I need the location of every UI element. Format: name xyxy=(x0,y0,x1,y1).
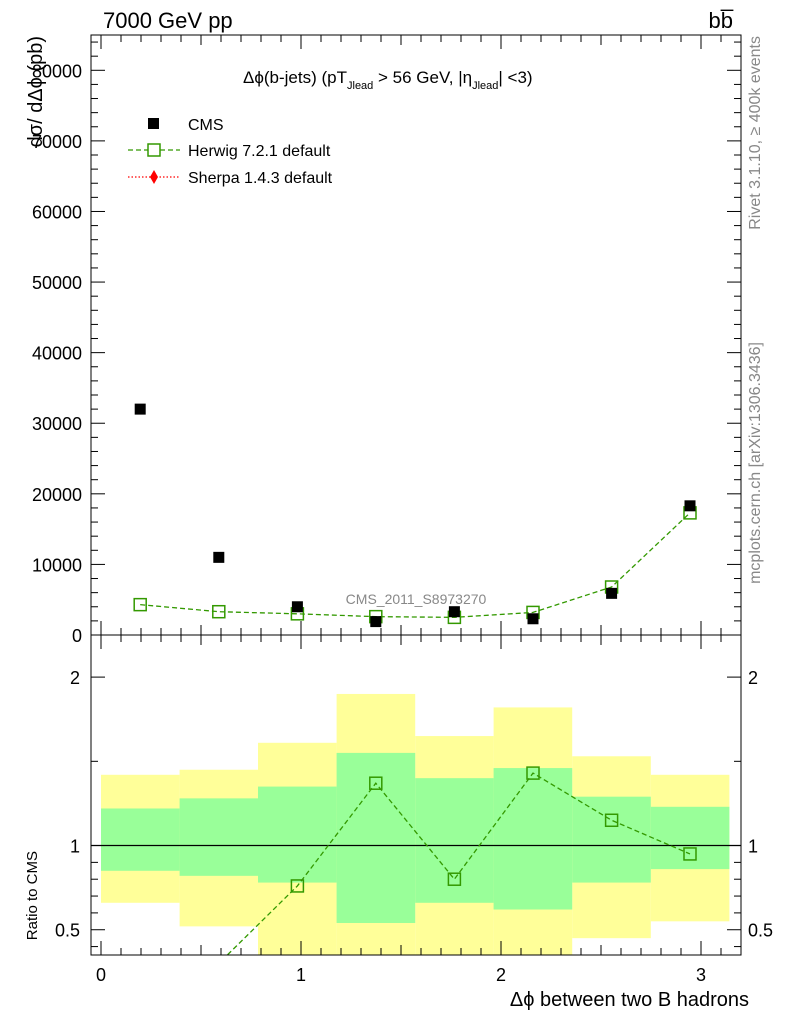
ratio-herwig-point-4 xyxy=(447,872,462,886)
main-y-tick-label-6: 60000 xyxy=(32,202,82,222)
main-y-tick-label-5: 50000 xyxy=(32,273,82,293)
ratio-herwig-point-1 xyxy=(213,957,225,969)
main-herwig-point-0 xyxy=(133,597,147,612)
legend-marker-cms xyxy=(148,118,159,129)
plot-title-main: Δϕ(b-jets) (pT xyxy=(243,68,347,87)
main-y-tick-label-7: 70000 xyxy=(32,132,82,152)
main-y-tick-label-2: 20000 xyxy=(32,485,82,505)
main-plot-area xyxy=(133,403,697,628)
x-axis-label: Δϕ between two B hadrons xyxy=(510,989,749,1011)
green-band-bin-5 xyxy=(493,768,573,910)
ratio-herwig-point-5 xyxy=(526,766,540,780)
plot-title-sub2: Jlead xyxy=(472,80,498,92)
legend-marker-sherpa xyxy=(150,170,158,184)
ratio-y-axis-label: Ratio to CMS xyxy=(24,851,41,940)
x-tick-label-0: 0 xyxy=(96,965,106,985)
ratio-frame xyxy=(90,634,742,956)
x-tick-label-2: 2 xyxy=(496,965,506,985)
main-cms-point-2 xyxy=(291,601,303,613)
green-band-bin-2 xyxy=(258,786,337,883)
ratio-y-tick-label-1: 1 xyxy=(70,837,80,857)
main-cms-point-3 xyxy=(370,616,382,628)
rivet-label: Rivet 3.1.10, ≥ 400k events xyxy=(747,36,764,230)
ratio-herwig-point-3 xyxy=(369,776,383,790)
plot-title: Δϕ(b-jets) (pTJlead > 56 GeV, |ηJlead| <… xyxy=(243,68,533,92)
ratio-herwig-point-7 xyxy=(683,847,697,861)
main-y-tick-label-4: 40000 xyxy=(32,344,82,364)
plot-title-mid: > 56 GeV, |η xyxy=(373,68,472,87)
ratio-y-tick-label-right-1: 1 xyxy=(748,837,758,857)
x-tick-label-3: 3 xyxy=(696,965,706,985)
green-band-bin-0 xyxy=(101,808,180,871)
main-cms-point-4 xyxy=(448,606,460,618)
ratio-herwig-point-2 xyxy=(290,879,305,893)
main-y-tick-label-8: 80000 xyxy=(32,61,82,81)
legend-label-herwig: Herwig 7.2.1 default xyxy=(188,143,331,160)
main-herwig-line xyxy=(140,512,691,619)
green-band-bin-7 xyxy=(650,806,730,870)
main-cms-point-6 xyxy=(606,587,618,599)
green-band-bin-6 xyxy=(572,796,651,883)
main-cms-point-1 xyxy=(213,551,225,563)
main-y-tick-label-0: 0 xyxy=(72,626,82,646)
main-cms-point-5 xyxy=(527,613,539,625)
legend-marker-herwig xyxy=(147,143,161,157)
ratio-y-tick-label-right-0: 0.5 xyxy=(748,921,773,941)
main-cms-point-7 xyxy=(684,500,696,512)
main-herwig-point-1 xyxy=(212,604,226,619)
ratio-herwig-line xyxy=(226,772,691,955)
legend-label-sherpa: Sherpa 1.4.3 default xyxy=(188,170,333,187)
ratio-y-tick-label-2: 2 xyxy=(70,668,80,688)
main-y-tick-label-1: 10000 xyxy=(32,555,82,575)
x-tick-label-1: 1 xyxy=(296,965,306,985)
plot-title-end: | <3) xyxy=(498,68,532,87)
green-band-bin-4 xyxy=(415,778,494,903)
main-y-tick-label-3: 30000 xyxy=(32,414,82,434)
legend-label-cms: CMS xyxy=(188,117,224,134)
process-label: bb̅ xyxy=(709,8,734,33)
green-band-bin-3 xyxy=(336,752,416,923)
green-band-bin-1 xyxy=(179,798,258,876)
analysis-id: CMS_2011_S8973270 xyxy=(346,591,487,607)
ratio-herwig-point-6 xyxy=(604,813,619,828)
ratio-herwig-point-0 xyxy=(134,986,146,998)
main-y-axis-label: dσ/ dΔϕ (pb) xyxy=(25,36,47,147)
plot-title-sub1: Jlead xyxy=(347,80,373,92)
energy-label: 7000 GeV pp xyxy=(103,8,233,33)
mcplots-label: mcplots.cern.ch [arXiv:1306.3436] xyxy=(747,342,764,584)
legend: CMS Herwig 7.2.1 default Sherpa 1.4.3 de… xyxy=(128,117,333,187)
ratio-axes: 0 1 2 3 0.5 0.5 1 1 2 2 xyxy=(55,634,773,985)
main-cms-point-0 xyxy=(134,403,146,415)
ratio-plot-area xyxy=(91,693,741,998)
main-axes: 0 10000 20000 30000 40000 50000 60000 70000 8000… xyxy=(32,34,742,646)
ratio-y-tick-label-0: 0.5 xyxy=(55,921,80,941)
ratio-y-tick-label-right-2: 2 xyxy=(748,668,758,688)
